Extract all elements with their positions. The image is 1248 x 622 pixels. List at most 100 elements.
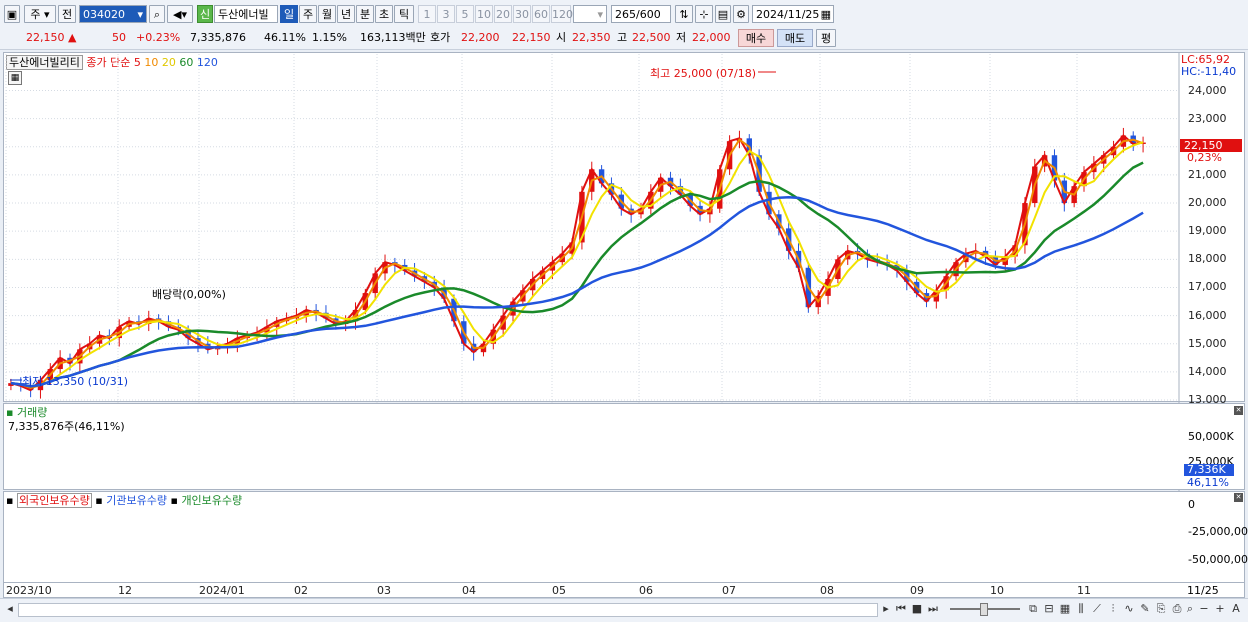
- gear-icon[interactable]: ⚙: [733, 5, 749, 23]
- evaluate-button[interactable]: 평: [816, 29, 836, 47]
- calendar-icon[interactable]: ▦: [820, 8, 831, 21]
- ma10-label[interactable]: 10: [144, 56, 159, 69]
- period-second[interactable]: 초: [375, 5, 393, 23]
- bar-icon[interactable]: ⫶: [1111, 602, 1115, 615]
- font-size-icon[interactable]: A: [1232, 602, 1240, 615]
- layout-icon[interactable]: ⧉: [1029, 602, 1037, 615]
- holdings-legend: ▪ 외국인보유수량 ▪ 기관보유수량 ▪ 개인보유수량: [6, 493, 243, 508]
- institution-holdings-label[interactable]: 기관보유수량: [106, 494, 167, 507]
- zoom-out-icon[interactable]: −: [1199, 602, 1209, 615]
- volume-title[interactable]: ▪ 거래량: [6, 406, 48, 419]
- x-axis-tick: 05: [552, 584, 566, 597]
- period-tick[interactable]: 틱: [394, 5, 414, 23]
- stock-name-field[interactable]: 두산에너빌: [214, 5, 278, 23]
- split-icon[interactable]: ⊟: [1044, 602, 1054, 615]
- first-page-icon[interactable]: ⏮: [896, 602, 906, 615]
- minute-option-30[interactable]: 30: [513, 5, 531, 23]
- price-change-pct: +0.23%: [136, 31, 181, 44]
- volume-panel: [3, 403, 1245, 490]
- ma20-label[interactable]: 20: [161, 56, 176, 69]
- foreign-holdings-label[interactable]: 외국인보유수량: [16, 493, 92, 508]
- hc-label: HC:-11,40: [1181, 65, 1237, 78]
- low-price: 22,000: [692, 31, 731, 44]
- price-axis-tick: 24,000: [1188, 83, 1227, 97]
- volume-tick-50000k: 50,000K: [1188, 430, 1234, 443]
- holdings-tick-50m: -50,000,00: [1188, 553, 1248, 566]
- ma120-label[interactable]: 120: [196, 56, 218, 69]
- ma-line-5: [10, 134, 1144, 392]
- copy-icon[interactable]: ⎘: [1156, 602, 1166, 615]
- price-axis-tick: 17,000: [1188, 280, 1227, 294]
- period-year[interactable]: 년: [337, 5, 355, 23]
- quote-bar: 22,150 ▲ 50 +0.23% 7,335,876 46.11% 1.15…: [0, 28, 1248, 50]
- wave-icon[interactable]: ∿: [1124, 602, 1134, 615]
- ma5-label[interactable]: 5: [133, 56, 141, 69]
- search-icon[interactable]: ⌕: [149, 5, 165, 23]
- data-count-field[interactable]: 265/600: [611, 5, 671, 23]
- prev-button[interactable]: 전: [58, 5, 76, 23]
- holdings-panel: [3, 491, 1245, 583]
- ma-line-60: [10, 161, 1144, 388]
- price-axis-tick: 15,000: [1188, 336, 1227, 350]
- minute-option-60[interactable]: 60: [532, 5, 550, 23]
- print-icon[interactable]: ⎙: [1172, 602, 1182, 615]
- stock-code-input[interactable]: 034020 ▾: [79, 5, 147, 23]
- data-count-value: 265: [615, 8, 636, 21]
- period-week[interactable]: 주: [299, 5, 317, 23]
- minute-option-1[interactable]: 1: [418, 5, 436, 23]
- minute-option-3[interactable]: 3: [437, 5, 455, 23]
- minute-option-120[interactable]: 120: [551, 5, 573, 23]
- stop-icon[interactable]: ■: [911, 602, 923, 615]
- candle-icon[interactable]: ⫼: [1078, 602, 1084, 615]
- ma60-label[interactable]: 60: [179, 56, 194, 69]
- table-icon[interactable]: ▦: [8, 71, 22, 85]
- date-field[interactable]: 2024/11/25 ▦: [752, 5, 834, 23]
- x-axis-tick: 12: [118, 584, 132, 597]
- current-pct-tag: 0,23%: [1187, 151, 1222, 164]
- sell-button[interactable]: 매도: [777, 29, 813, 47]
- zoom-in-icon[interactable]: +: [1215, 602, 1225, 615]
- lc-label: LC:65,92: [1181, 53, 1231, 66]
- minute-option-5[interactable]: 5: [456, 5, 474, 23]
- chart-tools-icon[interactable]: ⇅: [675, 5, 693, 23]
- price-axis-tick: 23,000: [1188, 111, 1227, 125]
- close-icon[interactable]: ✕: [1234, 493, 1243, 502]
- x-axis-tick: 09: [910, 584, 924, 597]
- scroll-right-icon[interactable]: ▸: [883, 602, 889, 615]
- indicator-label[interactable]: 종가 단순: [86, 56, 131, 69]
- draw-icon[interactable]: ✎: [1140, 602, 1150, 615]
- grid-icon[interactable]: ▦: [1059, 602, 1071, 615]
- period-day[interactable]: 일: [280, 5, 298, 23]
- close-icon[interactable]: ✕: [1234, 406, 1243, 415]
- period-minute[interactable]: 분: [356, 5, 374, 23]
- buy-button[interactable]: 매수: [738, 29, 774, 47]
- save-icon[interactable]: ▤: [715, 5, 731, 23]
- low-label: 저: [676, 31, 687, 44]
- custom-period-select[interactable]: ▾: [573, 5, 607, 23]
- price-change: 50: [112, 31, 126, 44]
- ma-line-120: [10, 196, 1144, 388]
- period-month[interactable]: 월: [318, 5, 336, 23]
- individual-holdings-label[interactable]: 개인보유수량: [181, 494, 243, 507]
- minute-option-20[interactable]: 20: [494, 5, 512, 23]
- crosshair-icon[interactable]: ⊹: [695, 5, 713, 23]
- x-axis-tick: 10: [990, 584, 1004, 597]
- price-axis-tick: 18,000: [1188, 252, 1227, 266]
- minute-option-10[interactable]: 10: [475, 5, 493, 23]
- speaker-icon[interactable]: ◀▾: [167, 5, 193, 23]
- low-annotation: 최저 13,350 (10/31): [22, 375, 129, 388]
- scroll-left-icon[interactable]: ◂: [7, 602, 13, 615]
- chevron-down-icon: ▾: [597, 8, 603, 21]
- stock-title[interactable]: 두산에너빌리티: [6, 55, 83, 70]
- market-type-select[interactable]: 주 ▾: [24, 5, 56, 23]
- market-type-label: 주: [30, 8, 41, 21]
- bid-price: 22,150: [512, 31, 551, 44]
- last-page-icon[interactable]: ⏭: [928, 602, 938, 615]
- zoom-slider-handle[interactable]: [980, 603, 988, 616]
- window-icon[interactable]: ▣: [4, 5, 20, 23]
- line-icon[interactable]: ⟋: [1093, 602, 1101, 615]
- scroll-track[interactable]: [18, 603, 878, 617]
- x-axis-tick: 2023/10: [6, 584, 52, 597]
- chevron-down-icon[interactable]: ▾: [137, 8, 143, 21]
- zoom-icon[interactable]: ⌕: [1186, 602, 1194, 615]
